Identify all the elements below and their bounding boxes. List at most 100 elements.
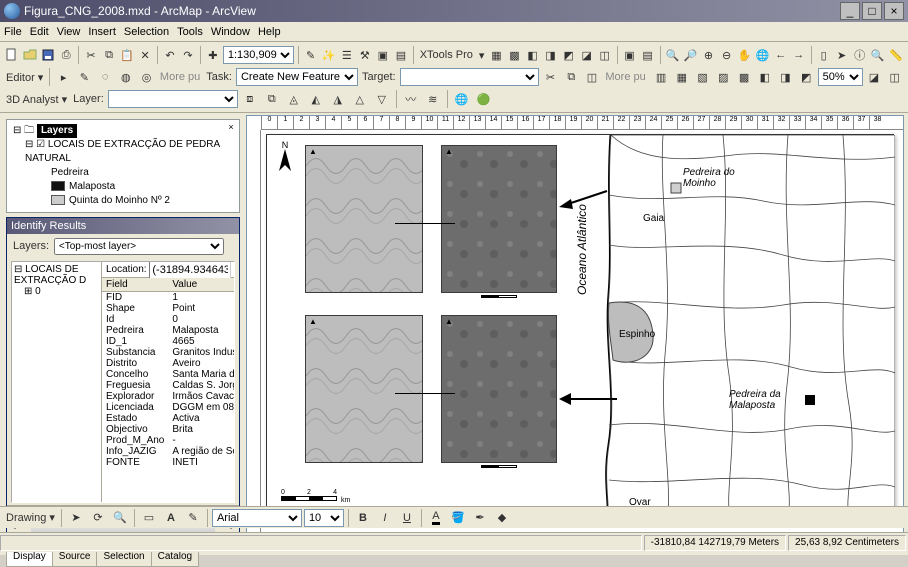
delete-button[interactable]: ✕ xyxy=(137,45,153,65)
menu-file[interactable]: File xyxy=(4,26,22,38)
layout-3-icon[interactable]: ▧ xyxy=(693,67,712,87)
globe-icon[interactable]: 🌐 xyxy=(452,89,472,109)
new-button[interactable] xyxy=(4,45,20,65)
italic-button[interactable]: I xyxy=(375,508,395,528)
toc-group[interactable]: LOCAIS DE EXTRACÇÃO DE PEDRA NATURAL xyxy=(25,139,220,164)
draw-rect-icon[interactable]: ▭ xyxy=(139,508,159,528)
line-color-icon[interactable]: ✒ xyxy=(470,508,490,528)
layout-6-icon[interactable]: ◧ xyxy=(755,67,774,87)
draw-rotate-icon[interactable]: ⟳ xyxy=(88,508,108,528)
table-row[interactable]: LicenciadaDGGM em 08-03-1983 xyxy=(102,402,234,413)
identify-layers-combo[interactable]: <Top-most layer> xyxy=(54,238,224,255)
print-button[interactable]: ⎙ xyxy=(58,45,74,65)
maximize-button[interactable]: □ xyxy=(862,2,882,20)
xt-3-icon[interactable]: ◧ xyxy=(525,45,541,65)
scale-combo[interactable]: 1:130,909 xyxy=(223,46,294,64)
zoom-out-icon[interactable]: 🔎 xyxy=(682,45,698,65)
layout-7-icon[interactable]: ◨ xyxy=(776,67,795,87)
xt-1-icon[interactable]: ▦ xyxy=(488,45,504,65)
nav-2-icon[interactable]: ▤ xyxy=(640,45,656,65)
select-features-icon[interactable]: ▯ xyxy=(816,45,832,65)
ed-6-icon[interactable]: ✂ xyxy=(541,67,560,87)
help2-icon[interactable]: ▤ xyxy=(393,45,409,65)
toc-item-pedreira[interactable]: Pedreira xyxy=(51,167,89,178)
table-row[interactable]: FID1 xyxy=(102,292,234,304)
xt-4-icon[interactable]: ◨ xyxy=(543,45,559,65)
table-row[interactable]: ObjectivoBrita xyxy=(102,424,234,435)
xtools-label[interactable]: XTools Pro xyxy=(420,49,473,61)
ed-8-icon[interactable]: ◫ xyxy=(583,67,602,87)
toc-item-moinho[interactable]: Quinta do Moinho Nº 2 xyxy=(69,195,170,206)
close-button[interactable]: × xyxy=(884,2,904,20)
toc-item-malaposta[interactable]: Malaposta xyxy=(69,181,115,192)
table-row[interactable]: FreguesiaCaldas S. Jorge xyxy=(102,380,234,391)
fwd-extent-icon[interactable]: → xyxy=(791,45,807,65)
identify-location[interactable] xyxy=(149,262,231,279)
add-data-button[interactable]: ✚ xyxy=(205,45,221,65)
copy-button[interactable]: ⧉ xyxy=(101,45,117,65)
xt-7-icon[interactable]: ◫ xyxy=(597,45,613,65)
table-row[interactable]: Id0 xyxy=(102,314,234,325)
menu-tools[interactable]: Tools xyxy=(177,26,203,38)
a3d-3-icon[interactable]: ◬ xyxy=(284,89,304,109)
fixed-zoom-out-icon[interactable]: ⊖ xyxy=(719,45,735,65)
table-row[interactable]: ExploradorIrmãos Cavaco, Lda. xyxy=(102,391,234,402)
measure-icon[interactable]: 📏 xyxy=(888,45,904,65)
undo-button[interactable]: ↶ xyxy=(162,45,178,65)
toolbox-icon[interactable]: ⚒ xyxy=(357,45,373,65)
save-button[interactable] xyxy=(40,45,56,65)
nav-1-icon[interactable]: ▣ xyxy=(622,45,638,65)
ed-7-icon[interactable]: ⧉ xyxy=(562,67,581,87)
layout-canvas[interactable]: 0123456789101112131415161718192021222324… xyxy=(246,115,904,537)
menu-window[interactable]: Window xyxy=(211,26,250,38)
open-button[interactable] xyxy=(22,45,38,65)
layout-8-icon[interactable]: ◩ xyxy=(797,67,816,87)
menu-help[interactable]: Help xyxy=(258,26,281,38)
cut-button[interactable]: ✂ xyxy=(83,45,99,65)
sketch-tool-icon[interactable]: ✎ xyxy=(75,67,94,87)
layout-zoom[interactable]: 50% xyxy=(818,68,863,86)
table-row[interactable]: ShapePoint xyxy=(102,303,234,314)
task-combo[interactable]: Create New Feature xyxy=(236,68,358,86)
menu-selection[interactable]: Selection xyxy=(124,26,169,38)
a3d-8-icon[interactable]: 〰 xyxy=(401,89,421,109)
a3d-1-icon[interactable]: ⧈ xyxy=(240,89,260,109)
identify-tree-child[interactable]: 0 xyxy=(35,286,41,297)
table-row[interactable]: Prod_M_Ano- xyxy=(102,435,234,446)
menu-insert[interactable]: Insert xyxy=(88,26,116,38)
bold-button[interactable]: B xyxy=(353,508,373,528)
more-pu-1[interactable]: More pu xyxy=(160,71,200,83)
edit-tool-icon[interactable]: ▸ xyxy=(54,67,73,87)
marker-color-icon[interactable]: ◆ xyxy=(492,508,512,528)
font-color-icon[interactable]: A xyxy=(426,508,446,528)
table-row[interactable]: Info_JAZIGA região de Souto Redon xyxy=(102,446,234,457)
layer-combo[interactable] xyxy=(108,90,238,108)
fontsize-combo[interactable]: 10 xyxy=(304,509,344,527)
a3d-5-icon[interactable]: ◮ xyxy=(328,89,348,109)
ed-5-icon[interactable]: ◎ xyxy=(137,67,156,87)
target-combo[interactable] xyxy=(400,68,540,86)
identify-tree-root[interactable]: LOCAIS DE EXTRACÇÃO D xyxy=(14,264,86,286)
layout-5-icon[interactable]: ▩ xyxy=(735,67,754,87)
table-row[interactable]: DistritoAveiro xyxy=(102,358,234,369)
a3d-9-icon[interactable]: ≋ xyxy=(423,89,443,109)
scene-icon[interactable]: 🟢 xyxy=(474,89,494,109)
xt-5-icon[interactable]: ◩ xyxy=(561,45,577,65)
back-extent-icon[interactable]: ← xyxy=(773,45,789,65)
zoom-in-icon[interactable]: 🔍 xyxy=(664,45,680,65)
menu-edit[interactable]: Edit xyxy=(30,26,49,38)
table-row[interactable]: EstadoActiva xyxy=(102,413,234,424)
draw-zoom-icon[interactable]: 🔍 xyxy=(110,508,130,528)
minimize-button[interactable]: _ xyxy=(840,2,860,20)
full-extent-icon[interactable]: 🌐 xyxy=(755,45,771,65)
underline-button[interactable]: U xyxy=(397,508,417,528)
fill-color-icon[interactable]: 🪣 xyxy=(448,508,468,528)
layout-4-icon[interactable]: ▨ xyxy=(714,67,733,87)
a3d-7-icon[interactable]: ▽ xyxy=(372,89,392,109)
xt-2-icon[interactable]: ▩ xyxy=(506,45,522,65)
font-combo[interactable]: Arial xyxy=(212,509,302,527)
pointer-icon[interactable]: ➤ xyxy=(834,45,850,65)
identify-icon[interactable]: ⓘ xyxy=(852,45,868,65)
layout-10-icon[interactable]: ◫ xyxy=(885,67,904,87)
draw-text-icon[interactable]: A xyxy=(161,508,181,528)
